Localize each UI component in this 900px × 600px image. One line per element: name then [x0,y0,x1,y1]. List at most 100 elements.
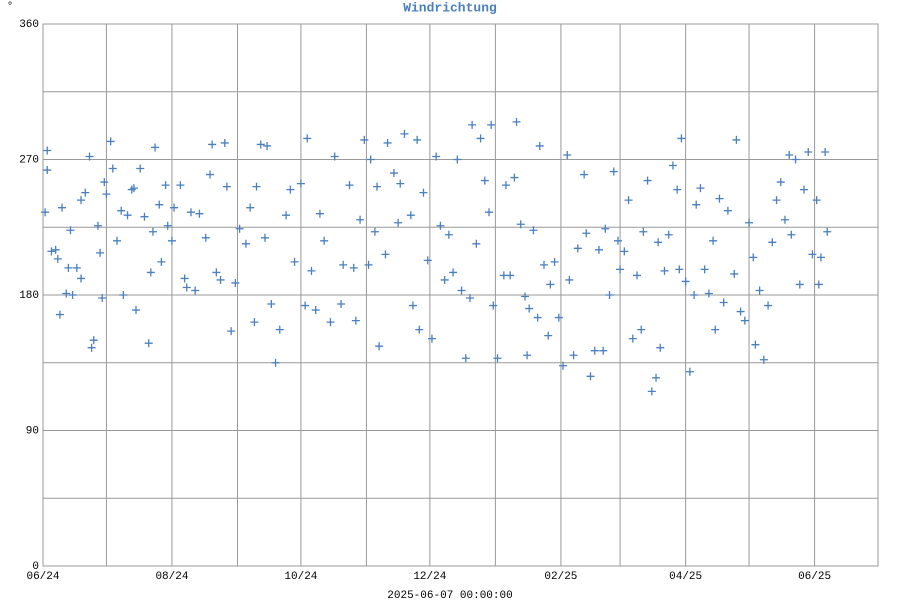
point [89,336,98,345]
point [723,206,732,215]
point [96,248,105,257]
point [814,280,823,289]
point [307,266,316,275]
point [764,301,773,310]
point [155,200,164,209]
point [647,387,656,396]
x-tick-label: 04/25 [669,571,702,583]
point [370,227,379,236]
point [776,178,785,187]
point [736,307,745,316]
point [311,306,320,315]
point [540,260,548,269]
point [216,275,225,284]
point [136,164,145,173]
point [62,289,71,298]
point [58,203,67,212]
x-tick-label: 06/24 [26,571,59,583]
point [132,306,141,315]
point [730,269,739,278]
point [677,134,686,143]
point [345,181,354,190]
point [271,358,280,367]
point [250,318,259,327]
point [599,346,608,355]
point [795,280,804,289]
point [546,280,555,289]
point [146,268,155,277]
point [227,327,236,336]
point [656,343,665,352]
point [356,215,365,224]
point [620,247,629,256]
point [43,166,52,175]
point [601,224,610,233]
point [201,233,210,242]
point [520,292,529,301]
y-axis-label: ° [7,1,14,13]
point [633,271,642,280]
point [569,351,578,360]
y-tick-label: 360 [19,19,39,31]
point [755,286,764,295]
point [740,316,749,325]
point [436,221,445,230]
point [208,140,217,149]
point [565,275,574,284]
point [140,212,149,221]
point [461,354,470,363]
point [533,313,542,322]
y-tick-label: 90 [26,425,39,437]
point [231,278,240,287]
point [812,196,821,205]
point [772,196,781,205]
point [222,182,231,191]
point [751,340,760,349]
point [457,286,466,295]
point [715,194,724,203]
point [123,211,132,220]
x-tick-label: 08/24 [155,571,188,583]
point [808,250,817,259]
point [535,141,544,150]
point [711,325,720,334]
point [400,129,409,138]
point [616,265,625,274]
point [432,152,441,161]
point [167,236,176,245]
point [759,355,768,364]
x-tick-label: 12/24 [413,571,446,583]
point [77,196,86,205]
point [700,265,709,274]
point [282,211,291,220]
point [206,170,214,179]
point [690,291,699,299]
point [81,188,90,197]
point [415,325,424,334]
point [408,301,417,310]
point [396,179,405,188]
point [590,346,599,355]
point [360,135,369,144]
point [704,289,713,298]
point [106,137,115,146]
point [176,181,185,190]
point [375,342,384,351]
point [586,372,595,381]
point [163,221,172,230]
point [246,203,255,212]
point [643,176,652,185]
point [296,179,305,188]
point [785,150,794,159]
point [804,147,813,156]
point [480,176,489,185]
point [427,334,436,343]
point [563,150,572,159]
point [413,135,422,144]
point [816,253,825,262]
point [510,173,519,182]
point [373,182,381,191]
point [117,206,126,215]
point [161,181,170,190]
